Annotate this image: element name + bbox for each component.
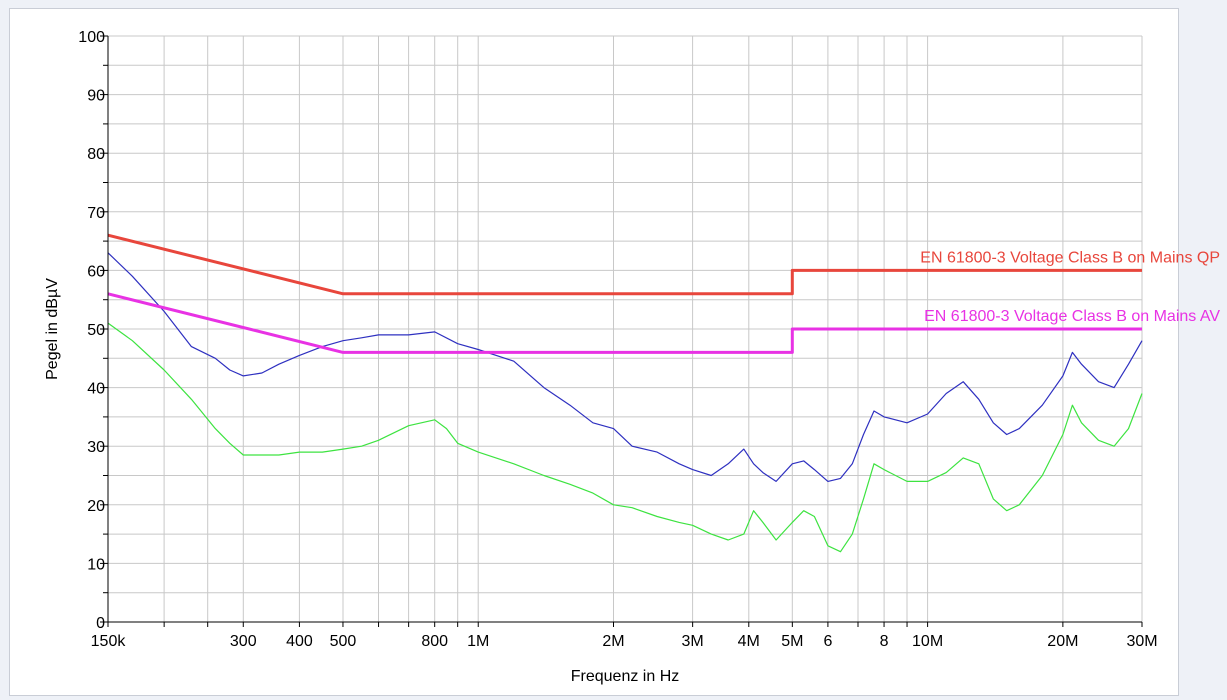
limit-line [107, 292, 1142, 354]
y-tick-label: 50 [87, 322, 105, 339]
x-tick-label: 300 [230, 633, 257, 650]
x-tick-label: 10M [912, 633, 943, 650]
x-tick-label: 500 [330, 633, 357, 650]
limit-label: EN 61800-3 Voltage Class B on Mains AV [924, 308, 1220, 325]
y-tick-label: 0 [96, 615, 105, 632]
y-tick-label: 90 [87, 88, 105, 105]
y-tick-label: 100 [78, 29, 105, 46]
x-tick-label: 30M [1126, 633, 1157, 650]
y-tick-label: 70 [87, 205, 105, 222]
y-axis-label: Pegel in dBµV [44, 278, 61, 380]
x-tick-label: 4M [738, 633, 760, 650]
y-tick-label: 40 [87, 381, 105, 398]
measurement-line [107, 322, 1143, 553]
limit-label: EN 61800-3 Voltage Class B on Mains QP [920, 249, 1220, 266]
x-tick-label: 5M [781, 633, 803, 650]
measurement-line [107, 252, 1143, 482]
limit-line [107, 233, 1142, 296]
y-tick-label: 80 [87, 146, 105, 163]
series-layer [107, 233, 1143, 553]
x-tick-label: 2M [602, 633, 624, 650]
x-tick-label: 20M [1047, 633, 1078, 650]
x-axis-label: Frequenz in Hz [571, 668, 680, 685]
x-tick-label: 8 [880, 633, 889, 650]
y-tick-label: 30 [87, 439, 105, 456]
y-tick-label: 20 [87, 498, 105, 515]
axes [100, 35, 1143, 627]
x-tick-label: 800 [421, 633, 448, 650]
limit-labels: EN 61800-3 Voltage Class B on Mains QP EN… [920, 249, 1220, 325]
x-tick-label: 6 [823, 633, 832, 650]
x-tick-label: 150k [91, 633, 127, 650]
x-tick-label: 400 [286, 633, 313, 650]
y-tick-label: 60 [87, 263, 105, 280]
y-tick-label: 10 [87, 556, 105, 573]
x-tick-label: 1M [467, 633, 489, 650]
tick-labels: 0 10 20 30 40 50 60 70 80 90 100 150k 300 400 500 800 1M… [78, 29, 1157, 650]
x-tick-label: 3M [682, 633, 704, 650]
